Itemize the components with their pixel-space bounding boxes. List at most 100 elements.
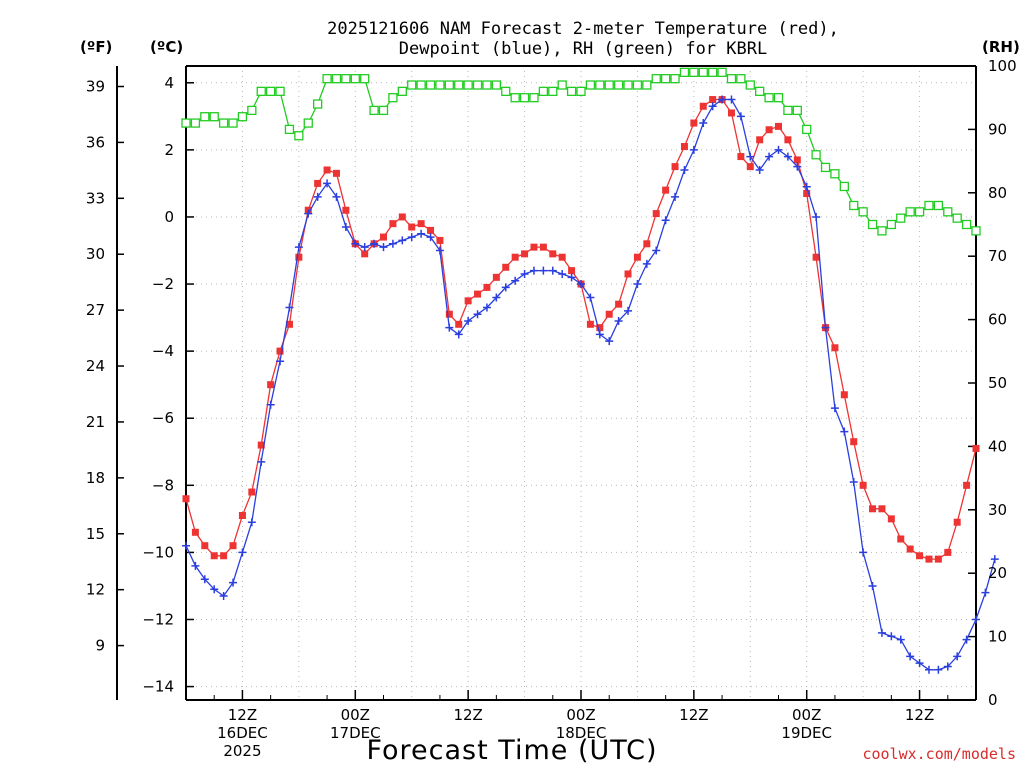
rh-tick-label: 40 xyxy=(988,437,1007,455)
temperature-point xyxy=(323,166,331,174)
temperature-point xyxy=(756,136,764,144)
rh-point xyxy=(877,226,887,236)
celsius-tick-label: −2 xyxy=(152,275,174,293)
temperature-point xyxy=(220,552,228,560)
dewpoint-point xyxy=(529,266,538,275)
dewpoint-point xyxy=(304,209,313,218)
rh-tick-label: 90 xyxy=(988,120,1007,138)
temperature-point xyxy=(878,505,886,513)
rh-point xyxy=(491,80,502,90)
dewpoint-point xyxy=(774,145,783,154)
dewpoint-point xyxy=(642,259,651,268)
temperature-point xyxy=(285,320,293,328)
temperature-point xyxy=(210,552,218,560)
dewpoint-point xyxy=(539,266,548,275)
rh-point xyxy=(632,80,643,90)
temperature-point xyxy=(652,210,660,218)
dewpoint-point xyxy=(398,236,407,245)
temperature-point xyxy=(521,250,529,258)
dewpoint-point xyxy=(388,239,397,248)
rh-tick-label: 100 xyxy=(988,57,1017,75)
temperature-point xyxy=(859,481,867,489)
dewpoint-point xyxy=(906,652,915,661)
dewpoint-point xyxy=(953,652,962,661)
rh-point xyxy=(350,74,360,84)
rh-point xyxy=(369,105,379,116)
rh-point xyxy=(256,86,266,97)
dewpoint-point xyxy=(407,233,416,242)
dewpoint-point xyxy=(341,223,350,232)
rh-point xyxy=(378,105,389,116)
dewpoint-point xyxy=(266,400,275,409)
temperature-point xyxy=(530,243,538,251)
dewpoint-point xyxy=(276,357,285,366)
rh-point xyxy=(576,86,586,97)
rh-point xyxy=(773,93,784,103)
fahrenheit-tick-label: 36 xyxy=(86,133,105,151)
rh-point xyxy=(595,80,605,90)
temperature-point xyxy=(332,169,340,177)
temperature-point xyxy=(380,233,387,241)
dewpoint-point xyxy=(962,635,971,644)
rh-point xyxy=(284,124,295,135)
chart-title-line1: 2025121606 NAM Forecast 2-meter Temperat… xyxy=(327,19,839,39)
rh-tick-label: 20 xyxy=(988,564,1007,582)
temperature-point xyxy=(492,273,500,281)
grid-lines xyxy=(186,66,976,700)
temperature-point xyxy=(633,253,641,261)
temperature-point xyxy=(709,96,717,104)
rh-point xyxy=(454,80,464,90)
rh-point xyxy=(265,86,276,97)
series-layer xyxy=(181,67,999,674)
rh-point xyxy=(237,112,248,122)
rh-point xyxy=(933,200,944,211)
rh-point xyxy=(689,67,699,77)
temperature-point xyxy=(934,555,942,563)
rh-point xyxy=(745,80,755,90)
rh-point xyxy=(914,207,925,217)
rh-point xyxy=(529,93,539,103)
rh-point xyxy=(961,219,972,230)
temperature-point xyxy=(615,300,623,308)
celsius-tick-label: −12 xyxy=(142,610,174,628)
rh-point xyxy=(651,74,661,84)
temperature-point xyxy=(869,505,877,513)
x-tick-label: 18DEC xyxy=(556,724,607,742)
fahrenheit-tick-label: 27 xyxy=(86,301,105,319)
rh-point xyxy=(839,181,849,192)
rh-tick-label: 50 xyxy=(988,374,1007,392)
temperature-point xyxy=(389,220,397,228)
dewpoint-point xyxy=(501,283,510,292)
celsius-tick-label: −4 xyxy=(152,342,174,360)
dewpoint-point xyxy=(718,95,727,104)
dewpoint-point xyxy=(285,303,294,312)
temperature-point xyxy=(483,283,491,291)
fahrenheit-tick-label: 21 xyxy=(86,413,105,431)
dewpoint-point xyxy=(417,229,426,238)
x-tick-label: 12Z xyxy=(679,706,708,724)
dewpoint-point xyxy=(548,266,557,275)
rh-point xyxy=(642,80,652,90)
rh-point xyxy=(802,124,812,135)
rh-point xyxy=(557,80,567,90)
rh-point xyxy=(867,219,878,230)
temperature-point xyxy=(248,488,256,496)
dewpoint-point xyxy=(577,280,585,289)
rh-point xyxy=(218,118,229,128)
temperature-point xyxy=(464,297,472,305)
temperature-point xyxy=(361,250,369,258)
dewpoint-point xyxy=(370,239,379,248)
rh-point xyxy=(830,169,840,179)
temperature-point xyxy=(775,122,782,130)
rh-point xyxy=(303,118,313,128)
dewpoint-point xyxy=(981,588,990,597)
temperature-point xyxy=(596,324,604,332)
rh-point xyxy=(360,74,370,84)
dewpoint-point xyxy=(586,293,595,302)
temperature-point xyxy=(238,512,246,520)
temperature-point xyxy=(605,310,613,318)
dewpoint-point xyxy=(671,192,680,201)
dewpoint-point xyxy=(332,192,341,201)
temperature-point xyxy=(953,518,961,526)
x-tick-label: 00Z xyxy=(341,706,370,724)
